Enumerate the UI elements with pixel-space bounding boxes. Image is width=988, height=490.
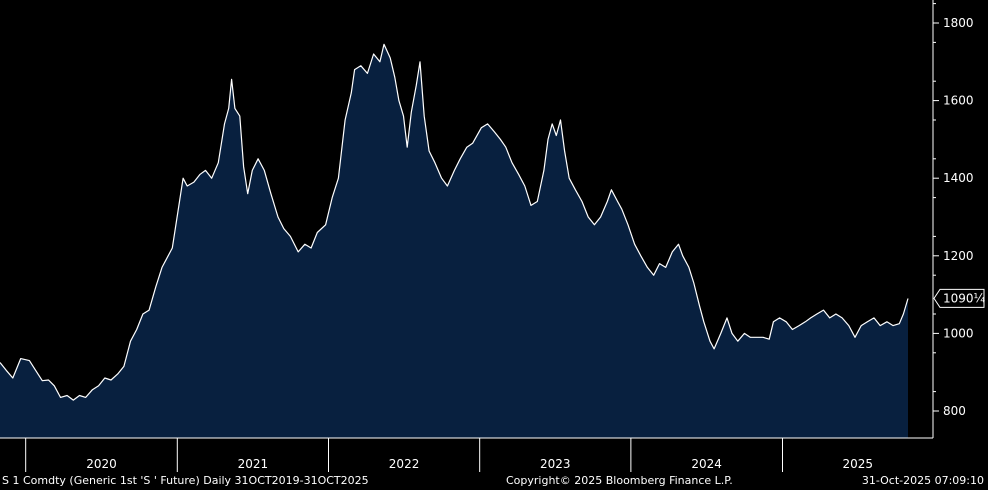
series-area-fill bbox=[0, 44, 908, 439]
y-axis: 800 1000 1200 1400 1600 1800 bbox=[932, 0, 974, 438]
security-description: S 1 Comdty (Generic 1st 'S ' Future) Dai… bbox=[2, 474, 369, 487]
x-tick-label: 2025 bbox=[842, 457, 873, 471]
x-axis: 2020 2021 2022 2023 2024 2025 bbox=[0, 437, 933, 472]
x-tick-label: 2024 bbox=[691, 457, 722, 471]
x-tick-label: 2023 bbox=[540, 457, 571, 471]
y-tick-label: 1000 bbox=[943, 326, 974, 340]
x-tick-label: 2020 bbox=[86, 457, 117, 471]
y-tick-label: 800 bbox=[943, 404, 966, 418]
last-value-marker: 1090¼ bbox=[933, 288, 986, 308]
y-tick-label: 1400 bbox=[943, 171, 974, 185]
x-tick-label: 2022 bbox=[389, 457, 420, 471]
footer: S 1 Comdty (Generic 1st 'S ' Future) Dai… bbox=[0, 472, 988, 490]
copyright-notice: Copyright© 2025 Bloomberg Finance L.P. bbox=[506, 474, 733, 487]
series-price-line bbox=[0, 43, 909, 401]
last-value-box-shape bbox=[933, 288, 985, 308]
timestamp: 31-Oct-2025 07:09:10 bbox=[861, 474, 984, 487]
x-tick-label: 2021 bbox=[238, 457, 269, 471]
y-tick-label: 1800 bbox=[943, 16, 974, 30]
last-value-label: 1090¼ bbox=[943, 291, 986, 305]
y-tick-label: 1200 bbox=[943, 249, 974, 263]
y-tick-label: 1600 bbox=[943, 94, 974, 108]
